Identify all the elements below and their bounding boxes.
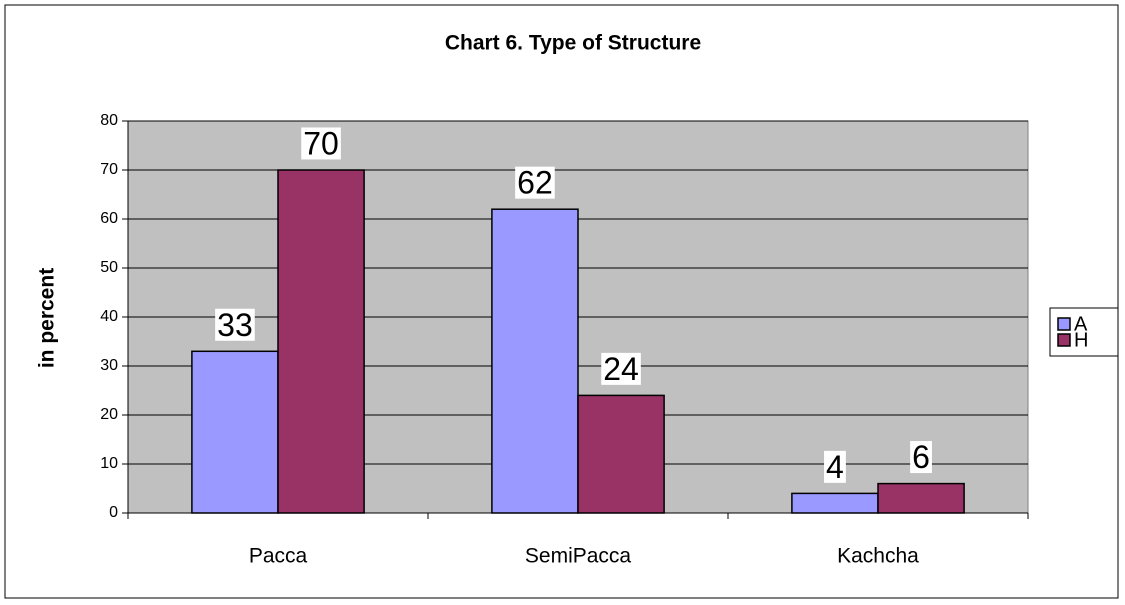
data-label-bg <box>301 127 341 160</box>
bar <box>577 394 665 514</box>
data-label-bg <box>515 166 555 199</box>
data-label: 24 <box>603 351 639 387</box>
x-tick-label: SemiPacca <box>525 545 632 568</box>
bar <box>791 492 879 514</box>
data-label-bg <box>601 352 641 385</box>
y-tick-label: 50 <box>100 259 118 276</box>
x-tick-label: Kachcha <box>837 545 919 568</box>
y-tick-label: 0 <box>109 504 118 521</box>
y-tick-label: 20 <box>100 406 118 423</box>
legend-label: A <box>1074 313 1088 335</box>
data-label: 70 <box>303 125 339 161</box>
bar <box>277 169 365 514</box>
data-label-bg <box>215 308 255 341</box>
bar <box>491 208 579 514</box>
legend-swatch <box>1057 333 1071 347</box>
y-tick-label: 60 <box>100 210 118 227</box>
y-tick-label: 80 <box>100 112 118 129</box>
bar <box>877 482 965 514</box>
data-label: 4 <box>826 449 844 485</box>
y-tick-label: 10 <box>100 455 118 472</box>
chart-title: Chart 6. Type of Structure <box>445 32 701 55</box>
data-label: 33 <box>217 307 253 343</box>
legend-swatch <box>1057 317 1071 331</box>
data-label: 6 <box>912 439 930 475</box>
bar <box>191 350 279 514</box>
y-tick-label: 70 <box>100 161 118 178</box>
data-label-bg <box>824 450 846 483</box>
data-label: 62 <box>517 165 553 201</box>
data-label-bg <box>910 441 932 474</box>
legend-box <box>1049 307 1119 357</box>
x-tick-label: Pacca <box>249 545 308 568</box>
y-tick-label: 40 <box>100 308 118 325</box>
y-tick-label: 30 <box>100 357 118 374</box>
legend-label: H <box>1074 329 1088 351</box>
y-axis-label: in percent <box>36 268 59 368</box>
